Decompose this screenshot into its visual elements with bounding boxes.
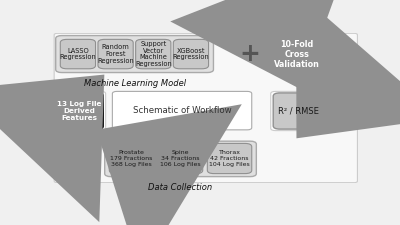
FancyBboxPatch shape xyxy=(136,39,171,69)
Text: LASSO
Regression: LASSO Regression xyxy=(60,48,96,61)
FancyBboxPatch shape xyxy=(54,33,358,183)
FancyBboxPatch shape xyxy=(173,39,208,69)
FancyBboxPatch shape xyxy=(112,91,252,130)
FancyBboxPatch shape xyxy=(270,36,324,72)
Text: Random
Forest
Regression: Random Forest Regression xyxy=(97,44,134,64)
Text: Thorax
42 Fractions
104 Log Files: Thorax 42 Fractions 104 Log Files xyxy=(209,150,250,166)
FancyBboxPatch shape xyxy=(60,39,96,69)
Text: Support
Vector
Machine
Regression: Support Vector Machine Regression xyxy=(135,41,172,67)
FancyBboxPatch shape xyxy=(271,91,326,130)
Text: Schematic of Workflow: Schematic of Workflow xyxy=(133,106,231,115)
FancyBboxPatch shape xyxy=(105,141,256,177)
FancyBboxPatch shape xyxy=(56,36,214,72)
FancyBboxPatch shape xyxy=(109,143,154,174)
FancyBboxPatch shape xyxy=(158,143,203,174)
Text: Prostate
179 Fractions
368 Log Files: Prostate 179 Fractions 368 Log Files xyxy=(110,150,153,166)
Text: XGBoost
Regression: XGBoost Regression xyxy=(172,48,209,61)
Text: R² / RMSE: R² / RMSE xyxy=(278,106,319,115)
Text: +: + xyxy=(240,42,261,66)
Text: Machine Learning Model: Machine Learning Model xyxy=(84,79,186,88)
Text: Data Collection: Data Collection xyxy=(148,183,212,192)
FancyBboxPatch shape xyxy=(207,143,252,174)
Text: Spine
34 Fractions
106 Log Files: Spine 34 Fractions 106 Log Files xyxy=(160,150,201,166)
Text: 13 Log File
Derived
Features: 13 Log File Derived Features xyxy=(57,101,102,121)
FancyBboxPatch shape xyxy=(98,39,133,69)
FancyBboxPatch shape xyxy=(56,93,103,129)
FancyBboxPatch shape xyxy=(273,93,324,129)
FancyBboxPatch shape xyxy=(53,91,106,130)
Text: 10-Fold
Cross
Validation: 10-Fold Cross Validation xyxy=(274,40,320,69)
